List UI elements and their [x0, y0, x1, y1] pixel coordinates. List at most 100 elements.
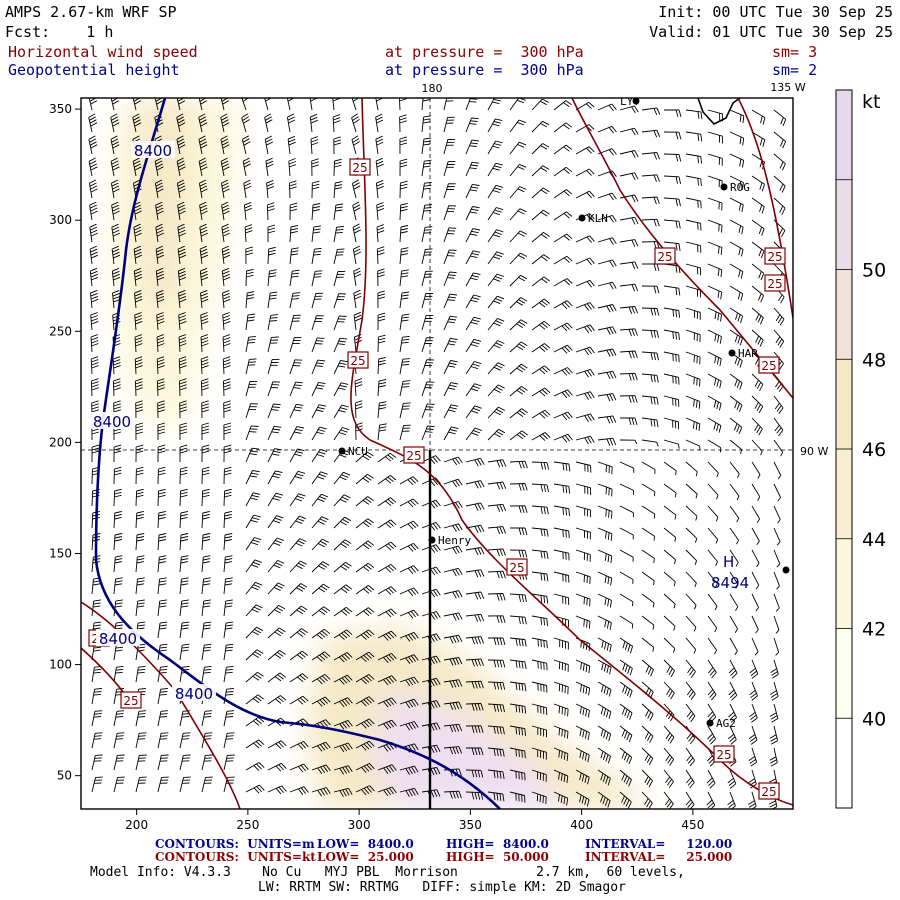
- wind-barb: [399, 654, 419, 664]
- wind-barb: [135, 643, 146, 661]
- wind-barb: [113, 488, 122, 507]
- wind-barb: [707, 153, 723, 166]
- colorbar-label: 50: [862, 260, 886, 282]
- wind-barb: [157, 466, 166, 485]
- wind-barb: [619, 725, 633, 743]
- wind-barb: [245, 716, 265, 727]
- wind-barb: [707, 395, 722, 411]
- wind-barb: [553, 505, 570, 516]
- wind-barb: [135, 665, 146, 683]
- wind-barb: [706, 769, 716, 789]
- wind-barb: [685, 659, 696, 678]
- wind-barb: [465, 457, 485, 467]
- wind-barb: [135, 400, 143, 419]
- wind-barb: [531, 98, 550, 111]
- wind-barb: [751, 219, 765, 236]
- wind-barb: [113, 710, 125, 727]
- wind-barb: [641, 703, 654, 721]
- wind-barb: [376, 224, 385, 243]
- x-tick-label: 200: [125, 818, 148, 832]
- wind-barb: [619, 283, 639, 292]
- wind-barb: [399, 225, 409, 243]
- wind-barb: [179, 599, 189, 617]
- wind-barb: [241, 113, 250, 133]
- wind-barb: [465, 161, 480, 177]
- wind-barb: [531, 209, 550, 221]
- footer-speed-high: HIGH= 50.000: [446, 850, 549, 864]
- wind-barb: [223, 621, 234, 639]
- wind-barb: [597, 571, 613, 586]
- wind-barb: [773, 571, 780, 590]
- wind-barb: [751, 593, 760, 612]
- wind-barb: [641, 196, 660, 205]
- wind-barb: [619, 681, 633, 698]
- wind-barb: [113, 776, 125, 793]
- speed-label: 25: [761, 785, 776, 799]
- footer-speed-low: LOW= 25.000: [317, 850, 414, 864]
- speed-label: 25: [509, 561, 524, 575]
- wind-barb: [223, 533, 233, 551]
- wind-barb: [244, 224, 253, 243]
- wind-barb: [487, 362, 505, 375]
- wind-barb: [267, 762, 287, 772]
- wind-barb: [267, 695, 287, 705]
- wind-barb: [377, 586, 397, 596]
- wind-barb: [311, 203, 321, 221]
- wind-barb: [333, 606, 353, 617]
- wind-barb: [355, 540, 375, 551]
- wind-barb: [729, 395, 743, 412]
- wind-barb: [399, 158, 408, 177]
- wind-barb: [311, 493, 329, 507]
- station-dot: [720, 183, 728, 191]
- wind-barb: [311, 158, 319, 177]
- wind-barb: [465, 524, 485, 534]
- wind-barb: [553, 571, 570, 583]
- wind-barb: [443, 634, 463, 644]
- wind-barb: [553, 255, 573, 265]
- wind-barb: [355, 762, 375, 774]
- wind-barb: [179, 643, 190, 661]
- wind-barb: [311, 404, 327, 419]
- wind-barb: [707, 659, 717, 679]
- speed-label-box: [654, 247, 676, 265]
- wind-barb: [311, 606, 330, 617]
- wind-barb: [157, 599, 167, 617]
- wind-barb: [769, 725, 779, 745]
- wind-barb: [597, 348, 617, 357]
- wind-barb: [156, 289, 165, 309]
- wind-barb: [245, 492, 261, 507]
- wind-barb: [179, 621, 190, 639]
- wind-barb: [685, 175, 702, 187]
- wind-barb: [487, 503, 507, 512]
- wind-barb: [575, 769, 590, 785]
- wind-barb: [465, 791, 484, 800]
- wind-barb: [89, 223, 98, 243]
- wind-barb: [133, 223, 142, 243]
- wind-barb: [375, 98, 384, 111]
- wind-barb: [575, 703, 590, 718]
- wind-barb: [575, 593, 591, 607]
- speed-label: 25: [657, 250, 672, 264]
- wind-barb: [685, 109, 703, 120]
- wind-barb: [641, 285, 660, 294]
- wind-barb: [399, 402, 411, 419]
- wind-barb: [553, 769, 569, 784]
- wind-barb: [377, 312, 386, 331]
- wind-barb: [751, 527, 760, 546]
- wind-barb: [289, 786, 309, 795]
- wind-barb: [443, 590, 463, 599]
- wind-barb: [553, 344, 573, 354]
- wind-barb: [685, 549, 698, 566]
- wind-barb: [113, 400, 121, 419]
- wind-barb: [707, 681, 717, 701]
- wind-barb: [245, 403, 258, 419]
- wind-barb: [641, 373, 659, 383]
- wind-barb: [707, 527, 719, 544]
- wind-barb: [487, 459, 507, 468]
- wind-barb: [377, 423, 387, 441]
- wind-barb: [333, 516, 352, 529]
- wind-barb: [157, 688, 168, 705]
- wind-barb: [289, 403, 304, 419]
- wind-barb: [663, 307, 681, 318]
- wind-barb: [509, 341, 528, 353]
